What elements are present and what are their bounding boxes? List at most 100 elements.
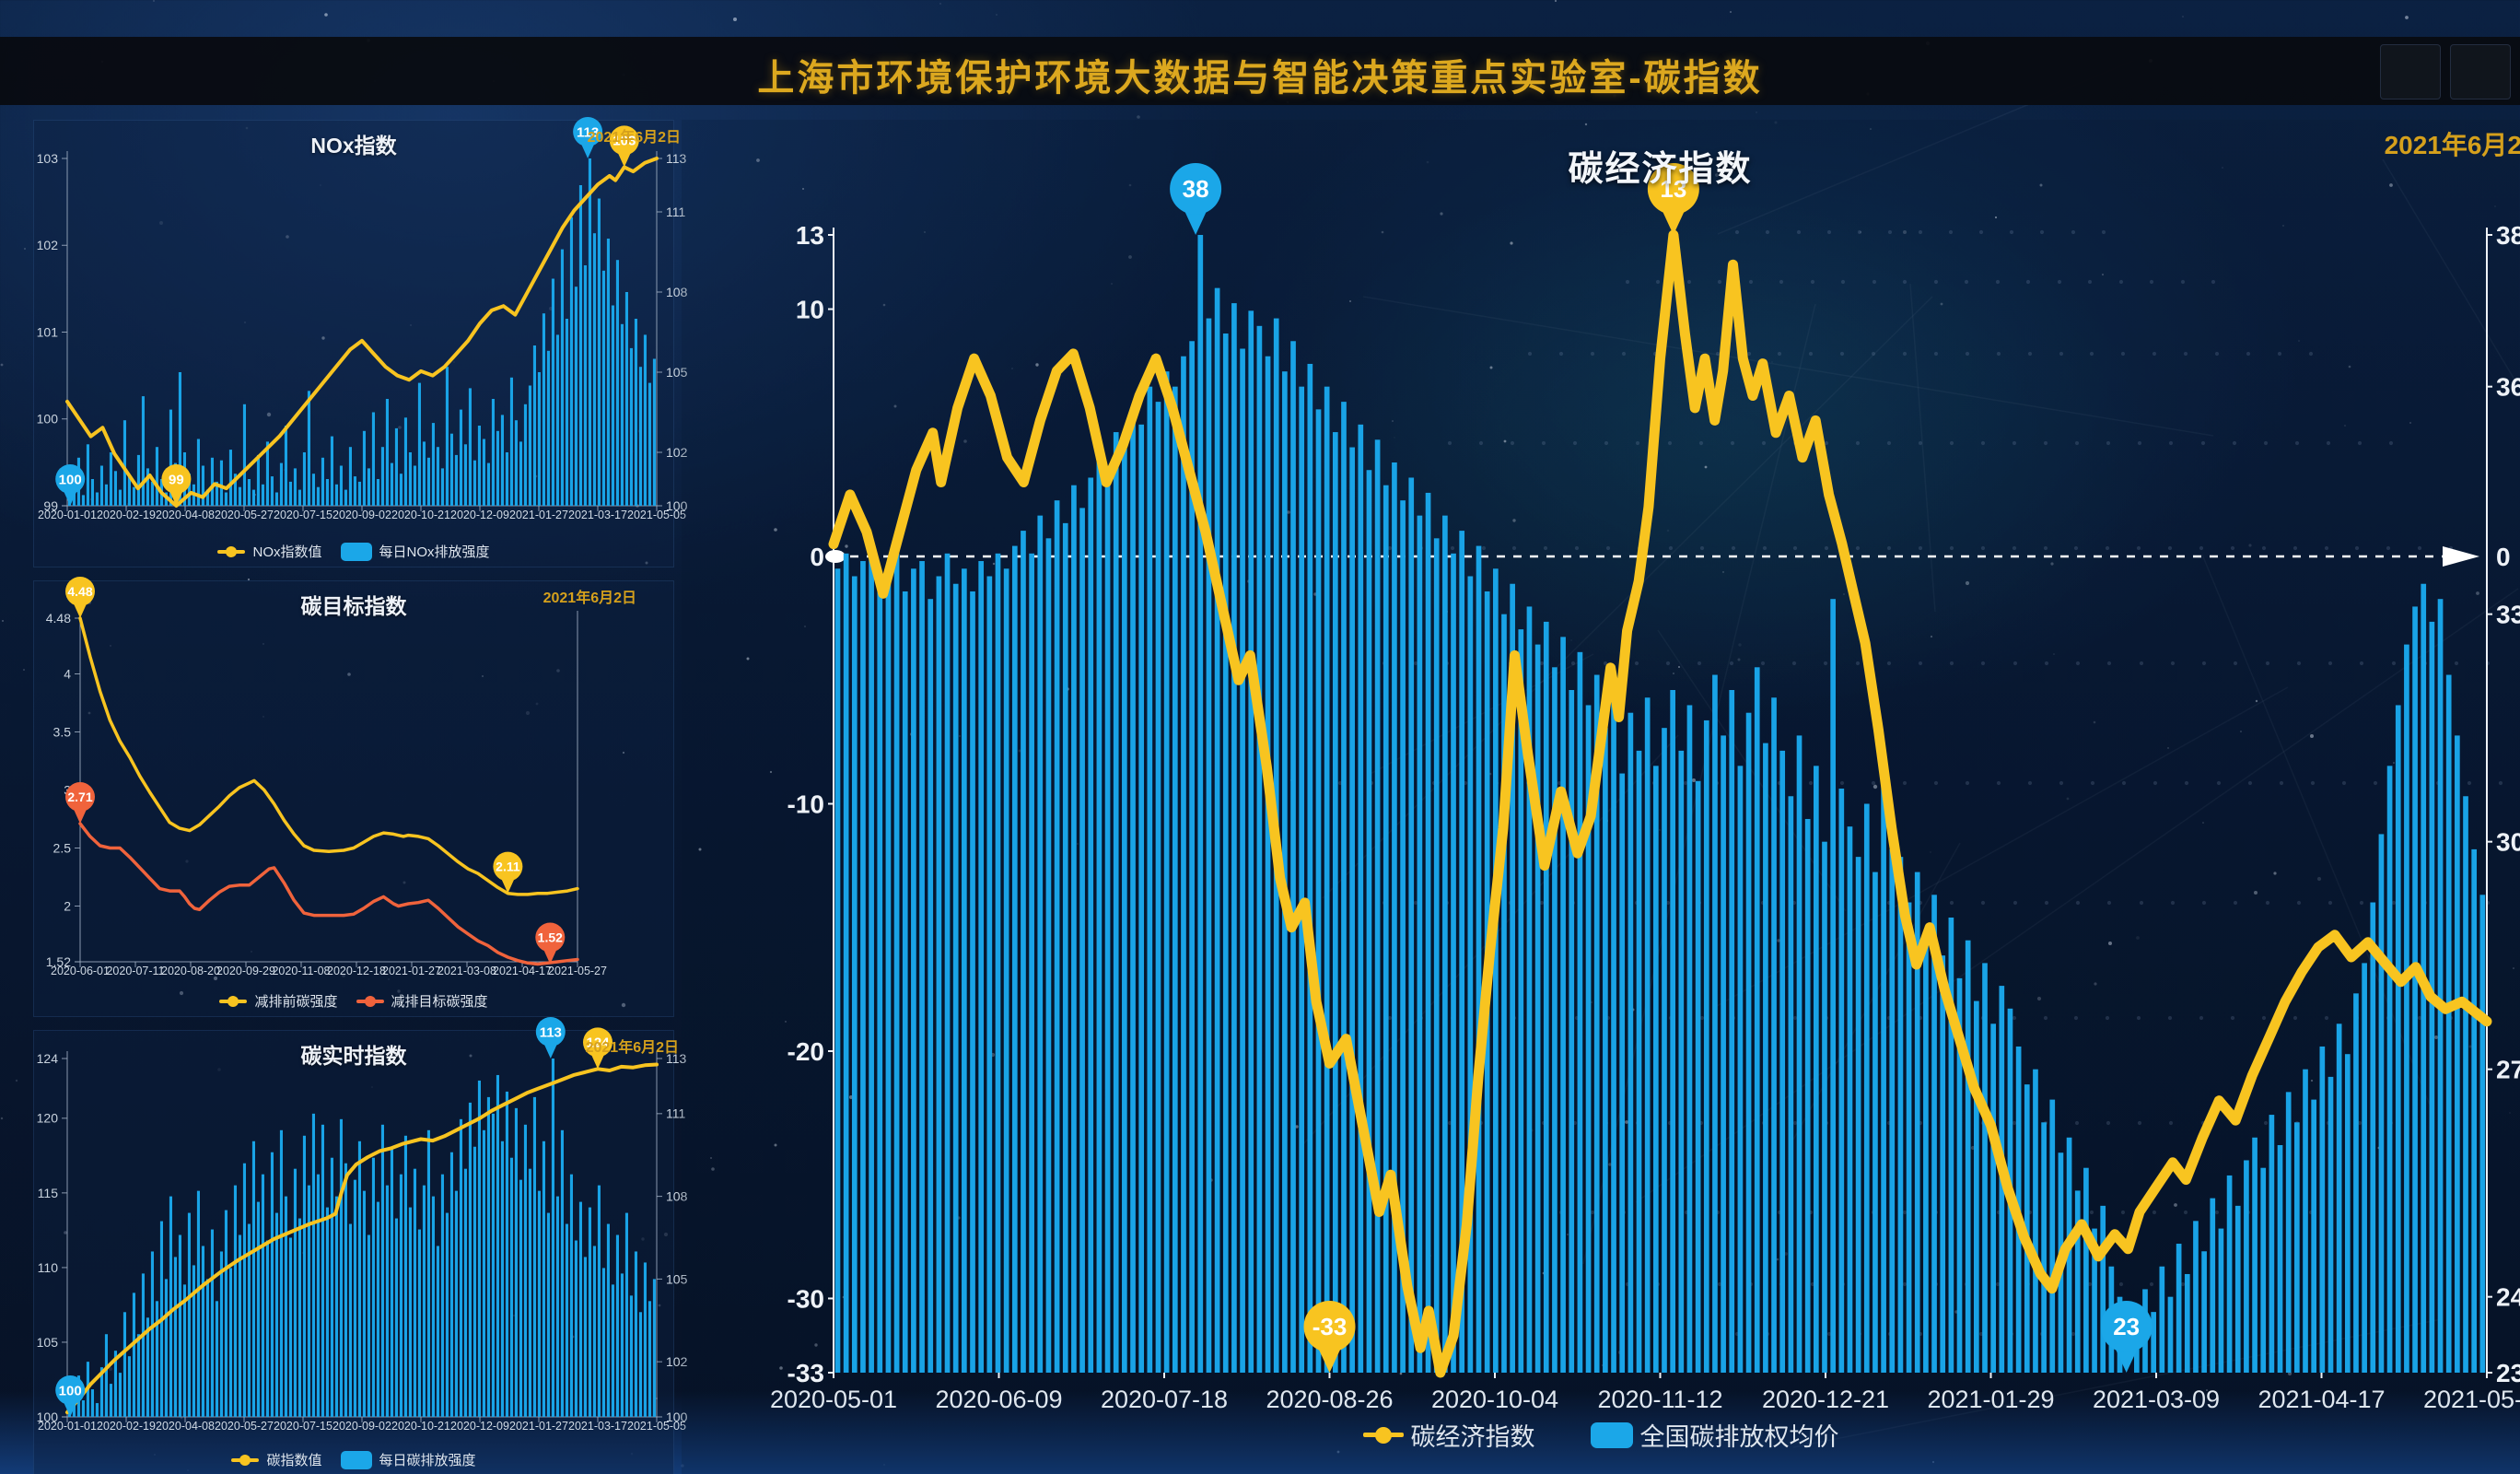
svg-text:2020-06-01: 2020-06-01	[51, 965, 110, 977]
main-chart-date: 2021年6月2日	[2384, 131, 2520, 159]
svg-text:4: 4	[64, 666, 71, 681]
svg-text:2020-12-09: 2020-12-09	[450, 509, 509, 521]
main-chart-title: 碳经济指数	[1568, 150, 1753, 189]
legend-item-target-intensity[interactable]: 减排目标碳强度	[356, 991, 488, 1011]
svg-text:24: 24	[2496, 1282, 2520, 1311]
header-box-2[interactable]	[2450, 44, 2511, 99]
svg-text:2020-05-27: 2020-05-27	[215, 1420, 274, 1433]
svg-text:27: 27	[2496, 1055, 2520, 1083]
target-chart-legend: 减排前碳强度 减排目标碳强度	[34, 991, 673, 1011]
svg-text:4.48: 4.48	[46, 611, 71, 626]
svg-text:2020-12-09: 2020-12-09	[450, 1420, 509, 1433]
svg-text:113: 113	[577, 124, 599, 140]
svg-text:2020-08-20: 2020-08-20	[161, 965, 220, 977]
realtime-chart-canvas[interactable]: 1241201151101051001131111081051021002020…	[34, 1017, 688, 1474]
line-series-marker-icon	[1362, 1426, 1404, 1444]
marker-pin: 2.71	[65, 782, 95, 825]
svg-text:2020-09-02: 2020-09-02	[332, 509, 391, 521]
nox-chart-date: 2021年6月2日	[587, 130, 681, 146]
svg-text:120: 120	[37, 1111, 59, 1126]
svg-text:100: 100	[37, 412, 59, 427]
svg-text:2021-03-17: 2021-03-17	[568, 509, 627, 521]
svg-text:102: 102	[666, 445, 688, 460]
svg-text:33: 33	[2496, 600, 2520, 628]
bar-series-marker-icon	[1590, 1421, 1633, 1448]
svg-text:113: 113	[666, 1051, 687, 1066]
marker-pin: 99	[161, 464, 192, 506]
svg-text:2020-10-21: 2020-10-21	[391, 509, 450, 521]
svg-text:2020-01-01: 2020-01-01	[38, 509, 97, 521]
legend-item-national-carbon-price[interactable]: 全国碳排放权均价	[1590, 1417, 1839, 1453]
svg-text:2021-05-05: 2021-05-05	[627, 1420, 686, 1433]
svg-text:2021-01-29: 2021-01-29	[1927, 1386, 2054, 1413]
svg-text:-33: -33	[788, 1359, 824, 1387]
svg-text:2020-11-08: 2020-11-08	[272, 965, 330, 977]
svg-text:100: 100	[666, 1410, 688, 1424]
svg-text:2020-08-26: 2020-08-26	[1266, 1386, 1393, 1413]
svg-text:2020-02-19: 2020-02-19	[97, 1420, 156, 1433]
svg-text:2020-04-08: 2020-04-08	[156, 1420, 215, 1433]
svg-text:100: 100	[37, 1410, 59, 1424]
svg-text:2020-05-01: 2020-05-01	[770, 1386, 897, 1413]
carbon-economy-index-panel: 碳经济指数 2021年6月2日 13 10 0 -10 -20 -30 -33 38 36 33 3…	[682, 120, 2520, 1474]
marker-pin: 13	[1647, 163, 1699, 235]
svg-text:2021-01-27: 2021-01-27	[509, 509, 568, 521]
marker-pin: 2.11	[493, 851, 523, 894]
nox-chart-canvas[interactable]: 103102101100991131111081051021002020-01-…	[34, 117, 688, 567]
nox-chart-title: NOx指数	[310, 134, 397, 158]
svg-text:99: 99	[169, 472, 184, 487]
svg-text:108: 108	[666, 285, 688, 299]
svg-text:-33: -33	[1312, 1313, 1348, 1340]
marker-pin: 4.48	[65, 577, 95, 618]
svg-text:2020-07-11: 2020-07-11	[106, 965, 164, 977]
svg-text:105: 105	[666, 365, 688, 380]
svg-text:36: 36	[2496, 372, 2520, 401]
svg-text:23: 23	[2113, 1313, 2140, 1340]
legend-item-pre-reduction[interactable]: 减排前碳强度	[219, 991, 338, 1011]
target-chart-title: 碳目标指数	[300, 594, 407, 618]
nox-index-panel: NOx指数 2021年6月2日 103 102 101 100 99 113 111 108 1…	[33, 117, 688, 567]
svg-text:100: 100	[666, 498, 688, 513]
main-chart-canvas[interactable]: 13 10 0 -10 -20 -30 -33 38 36 33 30 27 24 23 2020-05-0…	[682, 120, 2520, 1474]
line-series-marker-icon	[219, 995, 248, 1007]
legend-item-nox-index[interactable]: NOx指数值	[217, 542, 322, 561]
line-series-marker-icon	[231, 1454, 260, 1466]
target-chart-canvas[interactable]: 4.4843.532.521.522020-06-012020-07-11202…	[34, 577, 673, 1016]
svg-text:2.5: 2.5	[53, 840, 72, 855]
legend-item-carbon-index[interactable]: 碳指数值	[231, 1450, 322, 1469]
svg-text:102: 102	[666, 1354, 688, 1369]
realtime-chart-title: 碳实时指数	[300, 1044, 407, 1068]
svg-text:2021-04-17: 2021-04-17	[2258, 1386, 2385, 1413]
svg-text:3.5: 3.5	[53, 724, 72, 739]
svg-text:2021-03-17: 2021-03-17	[568, 1420, 627, 1433]
bar-series-marker-icon	[340, 542, 372, 561]
legend-item-daily-emission[interactable]: 每日碳排放强度	[340, 1450, 476, 1469]
svg-text:2020-04-08: 2020-04-08	[156, 509, 215, 521]
marker-pin: 23	[2100, 1301, 2152, 1373]
svg-text:103: 103	[37, 151, 59, 166]
legend-item-carbon-economy-index[interactable]: 碳经济指数	[1362, 1417, 1535, 1453]
svg-text:2021-03-09: 2021-03-09	[2093, 1386, 2220, 1413]
svg-text:2020-05-27: 2020-05-27	[215, 509, 274, 521]
svg-text:2020-07-15: 2020-07-15	[274, 509, 332, 521]
svg-text:2020-06-09: 2020-06-09	[935, 1386, 1062, 1413]
svg-text:2.71: 2.71	[67, 790, 92, 804]
svg-text:2020-12-21: 2020-12-21	[1762, 1386, 1889, 1413]
header-box-1[interactable]	[2380, 44, 2441, 99]
svg-text:124: 124	[586, 1035, 610, 1051]
svg-text:38: 38	[1183, 175, 1209, 203]
svg-text:23: 23	[2496, 1359, 2520, 1387]
svg-text:13: 13	[1660, 175, 1686, 203]
marker-pin: 113	[573, 117, 603, 158]
svg-text:13: 13	[796, 221, 824, 250]
svg-text:100: 100	[59, 472, 82, 487]
svg-text:113: 113	[666, 151, 687, 166]
svg-text:2021-01-27: 2021-01-27	[509, 1420, 568, 1433]
realtime-chart-date: 2021年6月2日	[585, 1040, 679, 1056]
legend-item-nox-emission[interactable]: 每日NOx排放强度	[340, 542, 490, 561]
marker-pin: -33	[1303, 1301, 1356, 1373]
svg-text:2020-07-18: 2020-07-18	[1101, 1386, 1228, 1413]
svg-text:2020-07-15: 2020-07-15	[274, 1420, 332, 1433]
marker-pin: 124	[583, 1027, 612, 1070]
svg-text:10: 10	[796, 295, 824, 323]
